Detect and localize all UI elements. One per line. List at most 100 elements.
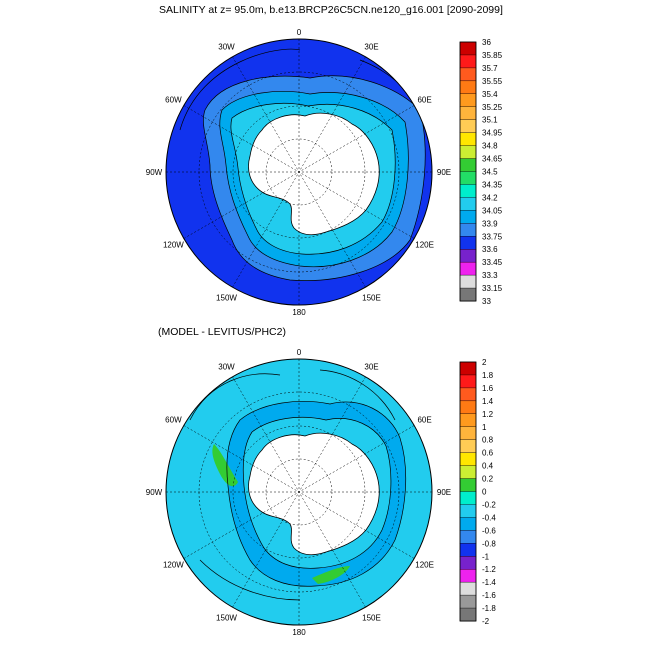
colorbar-label: -1 [482,552,490,561]
colorbar-swatch [459,581,477,596]
colorbar-label: 36 [482,38,491,47]
longitude-label: 60W [165,96,182,105]
longitude-label: 150E [362,614,381,623]
colorbar-swatch [459,184,477,198]
colorbar-swatch [459,261,477,276]
longitude-label: 120E [415,561,434,570]
colorbar-swatch [459,400,477,415]
colorbar-swatch [459,478,477,492]
colorbar-swatch [459,236,477,250]
colorbar-swatch [459,119,477,134]
colorbar-label: 1.2 [482,410,494,419]
colorbar-label: -0.8 [482,539,496,548]
colorbar-swatch [459,80,477,95]
colorbar-swatch [459,426,477,441]
map-border-diff [165,358,433,626]
salinity-map: 0 30E 60E 90E 120E 150E 180 150W 120W 90W 60W 30W [146,28,451,317]
colorbar-label: 0 [482,488,487,497]
longitude-label: 150W [216,614,237,623]
colorbar-swatch [459,491,477,505]
diff-contours [189,369,407,601]
colorbar-swatch [459,106,477,121]
colorbar-label: 33.15 [482,284,503,293]
longitude-label: 90W [146,488,163,497]
antarctica-land-diff [248,432,380,556]
longitude-label: 0 [297,348,302,357]
colorbar-label: 2 [482,358,487,367]
colorbar-swatch [459,556,477,570]
colorbar-label: 33.6 [482,245,498,254]
colorbar-swatch [459,439,477,454]
longitude-label: 30E [364,362,378,371]
graticule [166,39,432,305]
colorbar-label: 35.4 [482,90,498,99]
longitude-labels-diff: 0 30E 60E 90E 120E 150E 180 150W 120W 90W 60W 30W [146,348,451,637]
colorbar-swatch [459,465,477,480]
colorbar-label: 0.6 [482,449,494,458]
colorbar-swatch [459,158,477,173]
colorbar-label: 35.1 [482,116,498,125]
colorbar-swatch [459,607,477,622]
colorbar-swatch [459,41,477,56]
map-border [165,38,433,306]
panel1-title: SALINITY at z= 95.0m, b.e13.BRCP26C5CN.n… [159,4,503,16]
colorbar-label: -2 [482,617,490,626]
longitude-label: 60E [417,96,431,105]
colorbar-label: 34.95 [482,129,503,138]
colorbar-swatch [459,54,477,69]
colorbar-label: 1.6 [482,384,494,393]
diff-positive-patch-west [212,444,238,487]
colorbar-swatch [459,543,477,557]
colorbar-swatch [459,517,477,531]
colorbar-label: 1 [482,423,487,432]
colorbar-label: 35.25 [482,103,503,112]
longitude-label: 30W [218,362,235,371]
colorbar-label: 34.5 [482,168,498,177]
colorbar-label: 33.45 [482,258,503,267]
colorbar-swatch [459,504,477,518]
colorbar-label: -0.6 [482,526,496,535]
colorbar-label: 0.8 [482,436,494,445]
colorbar-label: 33.75 [482,232,503,241]
antarctica-land [248,112,380,236]
longitude-label: 30W [218,42,235,51]
colorbar-swatch [459,223,477,237]
colorbar-label: -1.4 [482,578,496,587]
colorbar-label: -1.2 [482,565,496,574]
colorbar-label: 34.65 [482,155,503,164]
colorbar-swatch [459,530,477,544]
colorbar-label: 1.8 [482,371,494,380]
colorbar-label: -1.8 [482,604,496,613]
colorbar-swatch [459,387,477,402]
colorbar-label: 35.85 [482,51,503,60]
longitude-label: 120W [163,561,184,570]
colorbar-swatch [459,287,477,302]
longitude-label: 60W [165,416,182,425]
longitude-label: 120E [415,241,434,250]
colorbar-label: 34.8 [482,142,498,151]
colorbar-swatch [459,145,477,160]
colorbar-label: 33 [482,297,491,306]
colorbar-label: 0.2 [482,475,494,484]
colorbar-frame [459,41,477,302]
longitude-label: 30E [364,42,378,51]
colorbar-label: -1.6 [482,591,496,600]
longitude-label: 90W [146,168,163,177]
colorbar-label: 35.7 [482,64,498,73]
colorbar-label: 34.05 [482,206,503,215]
colorbar-label: 0.4 [482,462,494,471]
colorbar-swatch [459,248,477,263]
longitude-labels: 0 30E 60E 90E 120E 150E 180 150W 120W 90W 60W 30W [146,28,451,317]
colorbar-label: 34.2 [482,193,498,202]
longitude-label: 150E [362,294,381,303]
colorbar-swatch [459,452,477,467]
colorbar-label: 1.4 [482,397,494,406]
longitude-label: 90E [437,168,451,177]
colorbar-swatch [459,67,477,82]
difference-colorbar: 2 1.8 1.6 1.4 1.2 1 0.8 0.6 0.4 0.2 0 -0.2 -0.4 -0.6 -… [459,358,496,626]
colorbar-frame [459,361,477,622]
colorbar-label: 34.35 [482,180,503,189]
colorbar-swatch [459,594,477,609]
colorbar-swatch [459,569,477,583]
longitude-label: 60E [417,416,431,425]
